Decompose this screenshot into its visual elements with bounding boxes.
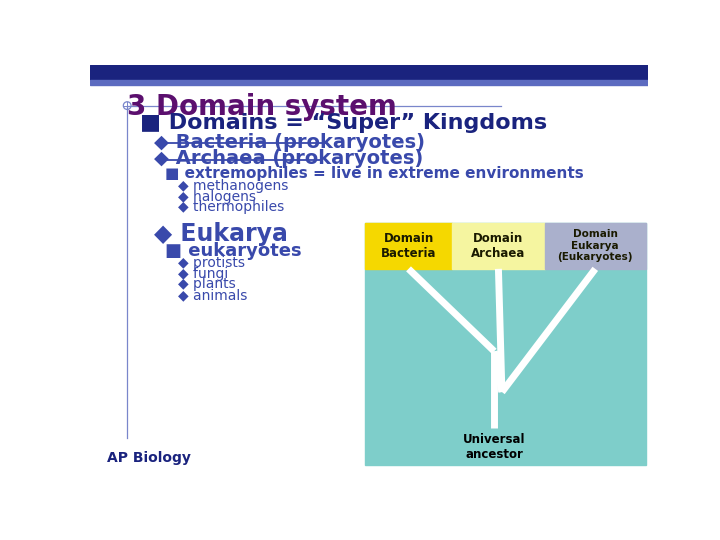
- Text: ◆ Archaea (prokaryotes): ◆ Archaea (prokaryotes): [153, 150, 423, 168]
- Bar: [452, 222, 545, 269]
- Text: ■ Domains = “Super” Kingdoms: ■ Domains = “Super” Kingdoms: [140, 112, 547, 132]
- Bar: [545, 222, 646, 269]
- Text: AP Biology: AP Biology: [107, 451, 191, 465]
- Text: ◆ Eukarya: ◆ Eukarya: [153, 222, 287, 246]
- Text: ◆ methanogens: ◆ methanogens: [178, 179, 288, 193]
- Text: ◆ animals: ◆ animals: [178, 288, 247, 302]
- Text: ◆ protists: ◆ protists: [178, 256, 245, 270]
- Text: Universal
ancestor: Universal ancestor: [463, 433, 526, 461]
- Text: ◆ thermophiles: ◆ thermophiles: [178, 200, 284, 214]
- Text: Domain
Archaea: Domain Archaea: [471, 232, 526, 260]
- Text: ◆ plants: ◆ plants: [178, 278, 235, 291]
- Text: ◆ halogens: ◆ halogens: [178, 190, 256, 204]
- Text: 3 Domain system: 3 Domain system: [127, 93, 397, 122]
- Bar: [365, 222, 452, 269]
- Text: ■ extremophiles = live in extreme environments: ■ extremophiles = live in extreme enviro…: [165, 166, 584, 181]
- Text: ◆ fungi: ◆ fungi: [178, 267, 228, 281]
- Text: Domain
Bacteria: Domain Bacteria: [381, 232, 436, 260]
- Text: ■ eukaryotes: ■ eukaryotes: [165, 242, 302, 260]
- Text: Domain
Eukarya
(Eukaryotes): Domain Eukarya (Eukaryotes): [557, 229, 633, 262]
- Bar: [90, 80, 648, 85]
- Bar: [365, 222, 646, 465]
- Bar: [90, 65, 648, 80]
- Text: ◆ Bacteria (prokaryotes): ◆ Bacteria (prokaryotes): [153, 132, 425, 152]
